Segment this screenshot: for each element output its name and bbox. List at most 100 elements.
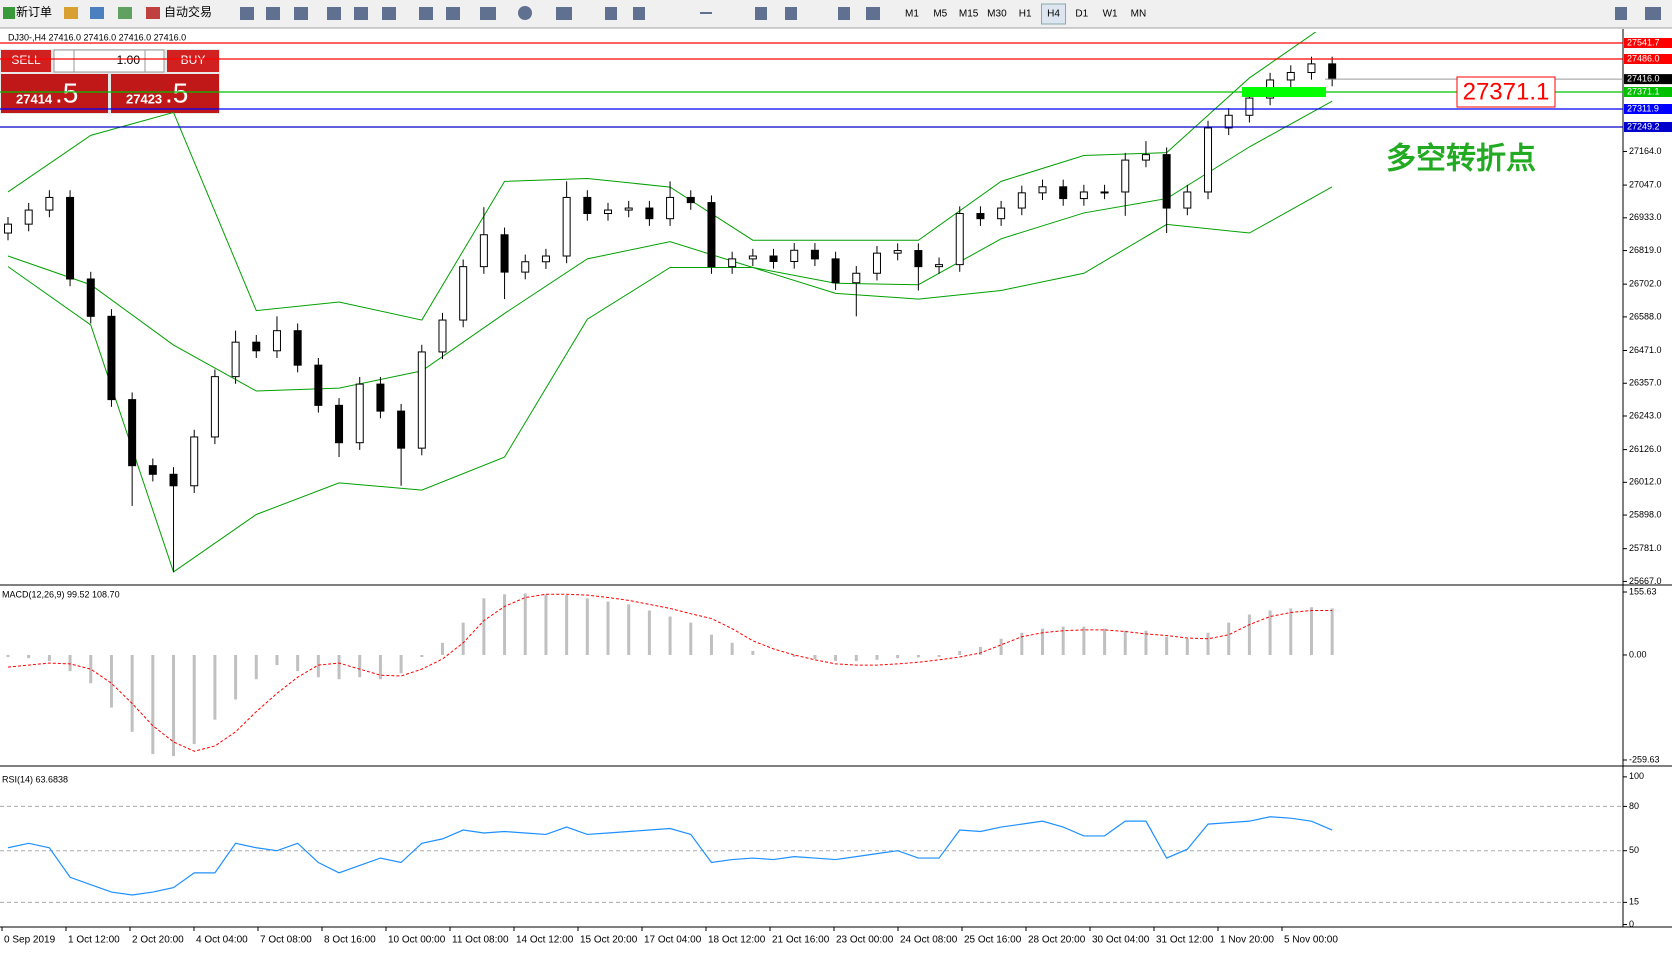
search-icon[interactable]: [1615, 7, 1627, 20]
period-button[interactable]: H1: [1019, 9, 1032, 20]
candle-body: [45, 196, 54, 211]
period-active[interactable]: [1041, 3, 1066, 25]
sell-button[interactable]: [1, 50, 51, 72]
bid-pips[interactable]: .5: [55, 77, 78, 108]
x-tick-label: 11 Oct 08:00: [452, 935, 509, 946]
candle-body: [872, 252, 881, 274]
tool-icon[interactable]: [866, 7, 880, 20]
macd-bar: [296, 654, 300, 672]
macd-bar: [813, 654, 817, 660]
macd-bar: [399, 654, 403, 674]
candle-body: [914, 250, 923, 268]
tool-icon[interactable]: [700, 12, 712, 14]
macd-bar: [958, 650, 962, 655]
pivot-marker: [1242, 86, 1326, 97]
x-tick-label: 4 Oct 04:00: [196, 935, 248, 946]
macd-bar: [1103, 628, 1107, 655]
lots-value[interactable]: 1.00: [117, 53, 141, 67]
period-button[interactable]: H4: [1047, 9, 1060, 20]
tool-icon[interactable]: [518, 6, 532, 20]
candle-body: [666, 196, 675, 220]
period-button[interactable]: MN: [1131, 9, 1147, 20]
tool-icon[interactable]: [633, 7, 645, 20]
x-tick-label: 8 Oct 16:00: [324, 935, 376, 946]
candle-body: [1059, 186, 1068, 200]
tool-icon[interactable]: [266, 7, 280, 20]
new-order-icon[interactable]: [3, 7, 15, 19]
lots-down[interactable]: [53, 49, 75, 73]
tool-icon[interactable]: [755, 7, 767, 20]
tool-icon[interactable]: [556, 7, 572, 20]
y-tick-label: 155.63: [1629, 586, 1657, 596]
candle-body: [1121, 159, 1130, 193]
buy-button[interactable]: [167, 50, 219, 72]
auto-trading-icon[interactable]: [146, 7, 160, 19]
y-tick-label: 0: [1629, 919, 1634, 929]
sell-label[interactable]: SELL: [11, 53, 41, 67]
tool-icon[interactable]: [382, 7, 396, 20]
buy-label[interactable]: BUY: [181, 53, 206, 67]
bid-price[interactable]: 27414: [16, 91, 53, 106]
x-tick-label: 1 Nov 20:00: [1220, 935, 1274, 946]
level-label: 27486.0: [1627, 53, 1660, 63]
macd-bar: [585, 598, 589, 655]
tool-icon[interactable]: [605, 7, 617, 20]
ask-box[interactable]: [111, 74, 219, 113]
y-tick-label: 80: [1629, 801, 1639, 811]
y-tick-label: 25667.0: [1629, 576, 1662, 586]
chat-icon[interactable]: [1645, 7, 1661, 20]
period-button[interactable]: M5: [933, 9, 947, 20]
period-button[interactable]: D1: [1075, 9, 1088, 20]
macd-bar: [916, 654, 920, 658]
macd-header: MACD(12,26,9) 99.52 108.70: [2, 589, 120, 599]
tool-icon[interactable]: [354, 7, 368, 20]
y-tick-label: 27164.0: [1629, 146, 1662, 156]
rsi-header: RSI(14) 63.6838: [2, 774, 68, 784]
candle-body: [1079, 191, 1088, 200]
macd-bar: [503, 594, 507, 655]
chart-header: DJ30-,H4 27416.0 27416.0 27416.0 27416.0: [8, 32, 186, 42]
candle-body: [438, 319, 447, 353]
bid-box[interactable]: [1, 74, 108, 113]
y-tick-label: 25898.0: [1629, 509, 1662, 519]
candle-body: [335, 404, 344, 444]
toolbar-icon[interactable]: [118, 7, 132, 19]
period-button[interactable]: W1: [1103, 9, 1118, 20]
macd-bar: [461, 622, 465, 655]
tool-icon[interactable]: [240, 7, 254, 20]
candle-body: [355, 383, 364, 444]
macd-bar: [151, 654, 155, 755]
macd-bar: [316, 654, 320, 678]
candle-body: [1038, 186, 1047, 194]
level-tag: [1624, 122, 1672, 133]
period-button[interactable]: M1: [905, 9, 919, 20]
candle-body: [997, 207, 1006, 220]
tool-icon[interactable]: [419, 7, 433, 20]
auto-trading[interactable]: 自动交易: [164, 4, 212, 19]
period-button[interactable]: M30: [987, 9, 1007, 20]
candle-body: [169, 473, 178, 487]
macd-bar: [1309, 607, 1313, 655]
tool-icon[interactable]: [327, 7, 341, 20]
ask-price[interactable]: 27423: [126, 91, 162, 106]
tool-icon[interactable]: [838, 7, 850, 20]
lots-up[interactable]: [144, 49, 165, 73]
toolbar-icon[interactable]: [90, 7, 104, 19]
macd-bar: [27, 654, 31, 659]
y-tick-label: 100: [1629, 771, 1644, 781]
candle-body: [955, 213, 964, 266]
macd-bar: [337, 654, 341, 680]
toolbar-icon[interactable]: [64, 7, 78, 19]
x-tick-label: 30 Oct 04:00: [1092, 935, 1150, 946]
x-tick-label: 18 Oct 12:00: [708, 935, 766, 946]
new-order[interactable]: 新订单: [16, 4, 52, 19]
tool-icon[interactable]: [480, 7, 496, 20]
ask-pips[interactable]: .5: [165, 77, 188, 108]
tool-icon[interactable]: [785, 7, 797, 20]
tool-icon[interactable]: [446, 7, 460, 20]
macd-bar: [689, 622, 693, 655]
tool-icon[interactable]: [294, 7, 308, 20]
period-button[interactable]: M15: [959, 9, 979, 20]
current-price-tag: [1624, 74, 1672, 85]
macd-bar: [109, 654, 113, 708]
